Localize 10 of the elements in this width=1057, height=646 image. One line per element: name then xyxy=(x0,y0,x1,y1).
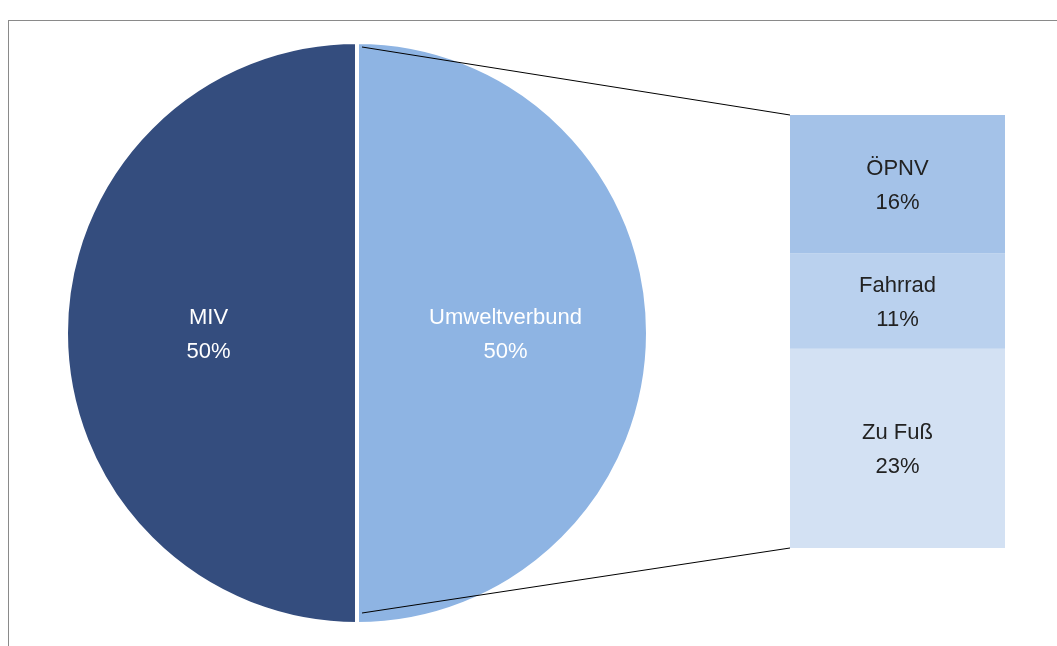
series-label: Fahrrad xyxy=(858,271,937,297)
data-label: 23% xyxy=(875,452,920,478)
slice-label: MIV xyxy=(188,303,229,329)
data-label: 16% xyxy=(875,188,920,214)
series-label: ÖPNV xyxy=(866,154,929,180)
slice-label: Umweltverbund xyxy=(429,303,582,329)
series-label: Zu Fuß xyxy=(862,418,933,444)
data-label: 11% xyxy=(876,305,919,331)
data-label: 50% xyxy=(483,337,528,363)
data-label: 50% xyxy=(186,337,231,363)
